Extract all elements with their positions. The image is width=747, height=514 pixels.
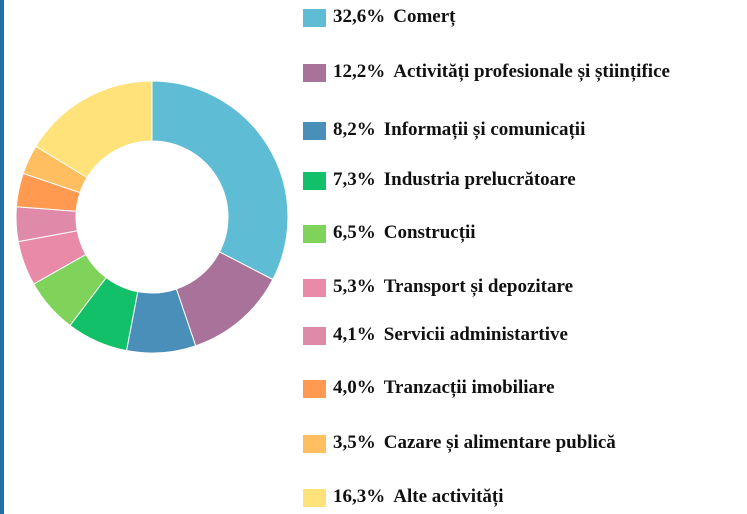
- legend-category: Comerț: [393, 6, 456, 27]
- legend-label: 4,1% Servicii administartive: [333, 324, 568, 345]
- legend-category: Tranzacții imobiliare: [384, 377, 555, 398]
- legend-value: 16,3%: [333, 486, 385, 507]
- legend-category: Activități profesionale și științifice: [393, 61, 670, 82]
- left-border: [0, 0, 4, 514]
- legend-swatch: [303, 489, 326, 507]
- legend-swatch: [303, 327, 326, 345]
- legend-value: 8,2%: [333, 119, 376, 140]
- legend-category: Construcții: [384, 222, 476, 243]
- legend-category: Industria prelucrătoare: [384, 169, 576, 190]
- legend-label: 4,0% Tranzacții imobiliare: [333, 377, 555, 398]
- donut-slice: [35, 80, 153, 179]
- legend-swatch: [303, 225, 326, 243]
- legend-category: Transport și depozitare: [384, 276, 573, 297]
- legend-label: 32,6% Comerț: [333, 6, 456, 27]
- legend-label: 12,2% Activități profesionale și științif…: [333, 61, 670, 82]
- legend-value: 7,3%: [333, 169, 376, 190]
- legend-swatch: [303, 9, 326, 27]
- legend-category: Cazare și alimentare publică: [384, 432, 617, 453]
- legend-value: 3,5%: [333, 432, 376, 453]
- legend-swatch: [303, 279, 326, 297]
- legend-value: 5,3%: [333, 276, 376, 297]
- legend-value: 32,6%: [333, 6, 385, 27]
- legend-value: 4,0%: [333, 377, 376, 398]
- legend-swatch: [303, 435, 326, 453]
- legend-label: 3,5% Cazare și alimentare publică: [333, 432, 616, 453]
- legend-label: 16,3% Alte activități: [333, 486, 504, 507]
- legend-swatch: [303, 172, 326, 190]
- legend-swatch: [303, 380, 326, 398]
- legend-label: 8,2% Informații și comunicații: [333, 119, 585, 140]
- legend-category: Alte activități: [393, 486, 503, 507]
- legend-value: 4,1%: [333, 324, 376, 345]
- legend-swatch: [303, 64, 326, 82]
- donut-slice: [151, 80, 289, 281]
- legend-category: Informații și comunicații: [384, 119, 586, 140]
- legend-swatch: [303, 122, 326, 140]
- legend-label: 5,3% Transport și depozitare: [333, 276, 573, 297]
- legend-value: 6,5%: [333, 222, 376, 243]
- legend-category: Servicii administartive: [384, 324, 568, 345]
- legend-label: 6,5% Construcții: [333, 222, 476, 243]
- legend-label: 7,3% Industria prelucrătoare: [333, 169, 576, 190]
- legend-value: 12,2%: [333, 61, 385, 82]
